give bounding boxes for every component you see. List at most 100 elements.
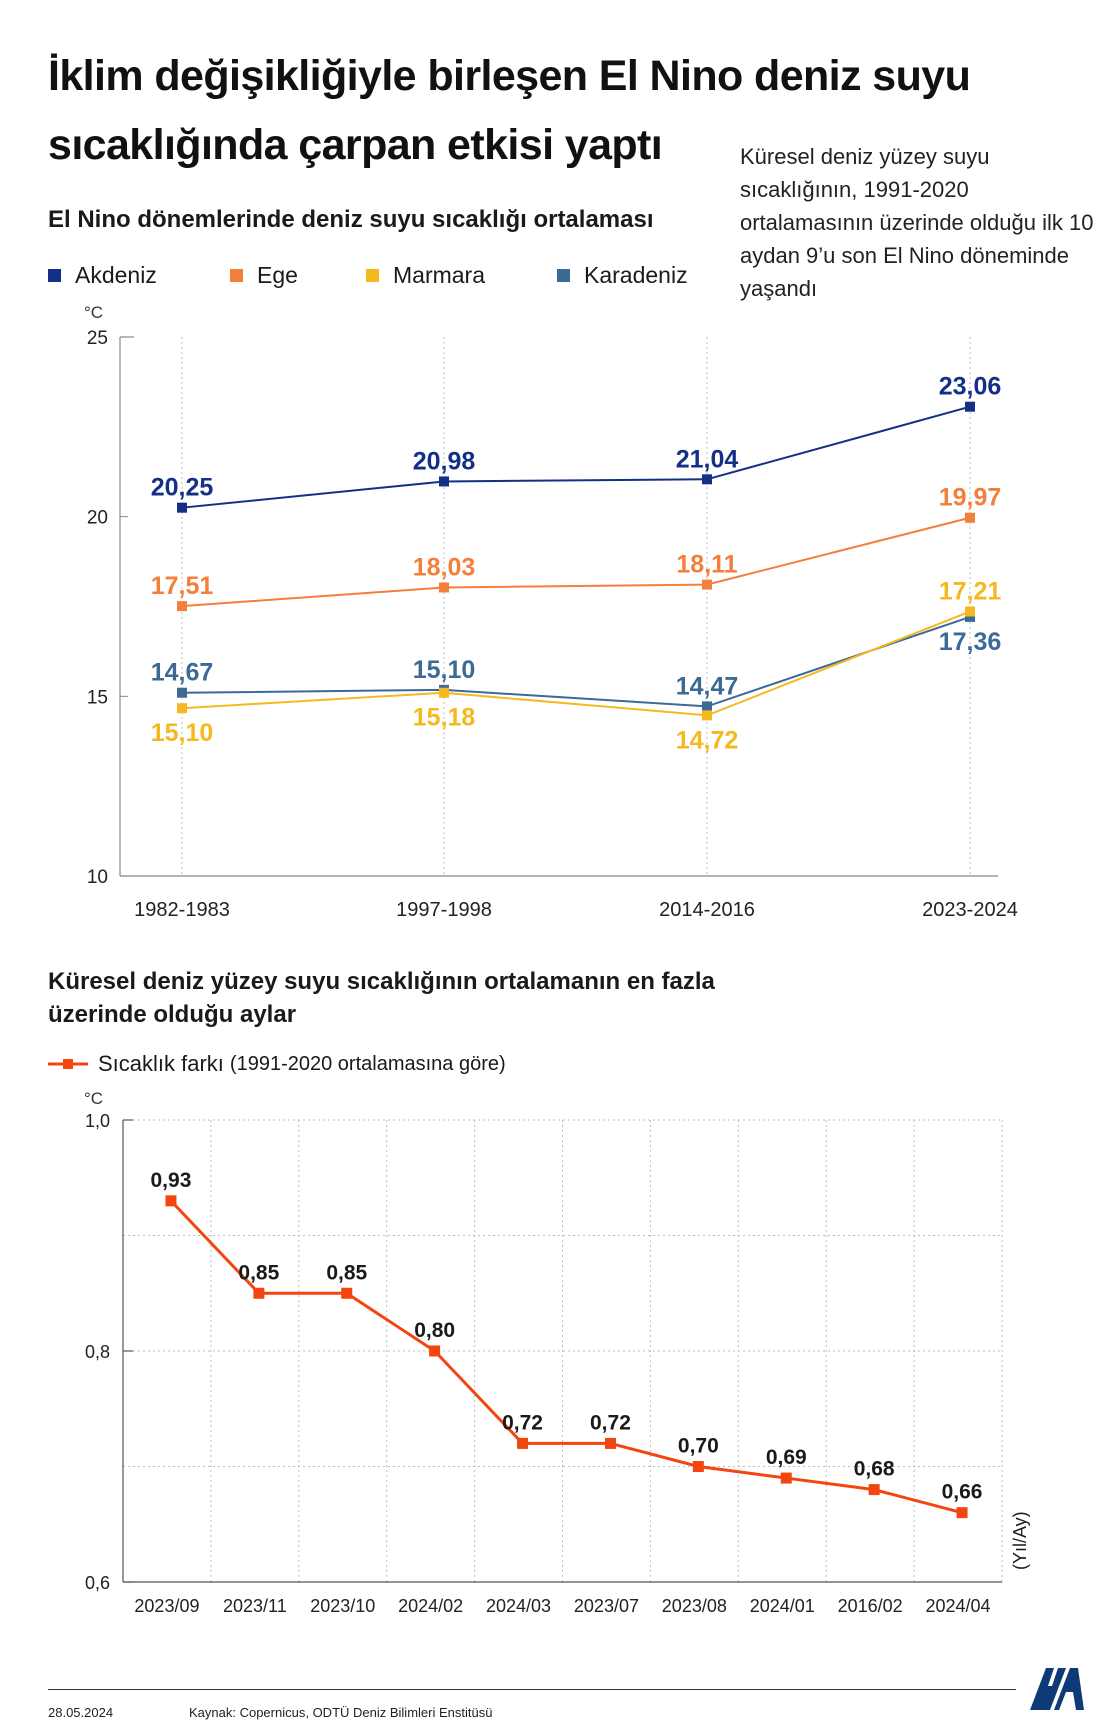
series-line-marmara [181, 610, 971, 717]
footer-date: 28.05.2024 [48, 1705, 114, 1720]
data-point-akdeniz [702, 474, 712, 485]
data-point-ege [702, 579, 712, 590]
x-tick-label: 1997-1998 [396, 899, 492, 921]
data-label-akdeniz: 21,04 [676, 445, 739, 473]
data-label-ege: 18,11 [676, 551, 737, 579]
y-tick-label: 20 [87, 508, 108, 529]
data-point [341, 1287, 353, 1299]
chart1-legend-ege: Ege [230, 262, 298, 289]
y-axis-unit: °C [84, 303, 103, 322]
y-tick-label: 10 [87, 867, 108, 888]
side-note: Küresel deniz yüzey suyu sıcaklığının, 1… [740, 144, 1094, 301]
legend-label: Sıcaklık farkı [98, 1051, 224, 1076]
data-label-karadeniz: 14,47 [676, 672, 739, 700]
chart1-legend-karadeniz: Karadeniz [557, 262, 688, 289]
data-point-akdeniz [439, 476, 449, 487]
data-point-ege [439, 582, 449, 593]
data-point-ege [177, 601, 187, 612]
data-label: 0,72 [502, 1411, 543, 1434]
legend-label: Karadeniz [584, 262, 688, 288]
series-line-sicaklik-farki [169, 1199, 963, 1515]
data-label-akdeniz: 20,98 [413, 447, 476, 475]
legend-line-marker [48, 1059, 88, 1069]
x-tick-label: 2023/08 [662, 1596, 727, 1616]
data-point [956, 1507, 968, 1519]
chart2-legend: Sıcaklık farkı (1991-2020 ortalamasına g… [48, 1051, 506, 1077]
x-tick-label: 2024/01 [750, 1596, 815, 1616]
data-label: 0,66 [942, 1481, 983, 1504]
headline-line-2: sıcaklığında çarpan etkisi yaptı [48, 120, 663, 169]
chart1-legend-marmara: Marmara [366, 262, 485, 289]
data-point-marmara [177, 703, 187, 714]
legend-swatch [366, 269, 379, 282]
data-point [165, 1195, 177, 1207]
data-point-marmara [439, 687, 449, 698]
y-tick-label: 25 [87, 328, 108, 349]
chart2-plot: °C 0,6 0,8 1,0 2023/09 2023/11 2023/10 2024/02 2… [84, 1089, 1030, 1616]
chart1-legend-akdeniz: Akdeniz [48, 262, 157, 289]
x-tick-label: 2016/02 [838, 1596, 903, 1616]
data-label: 0,70 [678, 1435, 719, 1458]
legend-label: Marmara [393, 262, 486, 288]
data-point-akdeniz [965, 401, 975, 412]
chart1-title: El Nino dönemlerinde deniz suyu sıcaklığ… [48, 206, 654, 233]
data-point-akdeniz [177, 502, 187, 513]
data-point [692, 1461, 704, 1472]
x-tick-label: 2023-2024 [922, 899, 1018, 921]
x-tick-label: 2023/09 [134, 1596, 199, 1616]
data-label-marmara: 15,10 [151, 719, 214, 747]
data-label: 0,68 [854, 1458, 895, 1481]
chart1-plot: °C 10 15 20 25 1982-1983 1997-1998 2014-2016 202… [84, 303, 1018, 921]
series-line-karadeniz [181, 615, 971, 708]
series-line-akdeniz [181, 405, 971, 509]
data-point [253, 1287, 265, 1299]
legend-swatch [230, 269, 243, 282]
data-point [868, 1484, 880, 1496]
data-label-karadeniz: 15,10 [413, 656, 476, 684]
y-tick-label: 1,0 [85, 1111, 110, 1131]
data-label: 0,72 [590, 1411, 631, 1434]
x-tick-label: 2014-2016 [659, 899, 755, 921]
data-label-karadeniz: 17,36 [939, 628, 1002, 656]
data-label-karadeniz: 14,67 [151, 659, 214, 687]
legend-label: Ege [257, 262, 298, 288]
x-tick-label: 2023/07 [574, 1596, 639, 1616]
y-tick-label: 0,6 [85, 1573, 110, 1593]
data-label-akdeniz: 23,06 [939, 373, 1002, 401]
data-label: 0,85 [238, 1261, 279, 1284]
footer-source: Kaynak: Copernicus, ODTÜ Deniz Bilimleri… [189, 1705, 493, 1720]
aa-logo-text: AA [1034, 1716, 1036, 1718]
y-tick-label: 0,8 [85, 1342, 110, 1362]
legend-label: Akdeniz [75, 262, 157, 288]
aa-logo: AA [1030, 1668, 1084, 1718]
footer-divider [48, 1689, 1016, 1690]
x-tick-label: 2024/03 [486, 1596, 551, 1616]
data-label-marmara: 17,21 [939, 578, 1002, 606]
y-axis-unit: °C [84, 1089, 103, 1108]
data-label: 0,85 [326, 1261, 367, 1284]
x-tick-label: 1982-1983 [134, 899, 230, 921]
data-point-marmara [965, 606, 975, 617]
legend-swatch [557, 269, 570, 282]
x-tick-label: 2023/10 [310, 1596, 375, 1616]
chart2-title: Küresel deniz yüzey suyu sıcaklığının or… [48, 968, 715, 1028]
data-label-ege: 18,03 [413, 553, 476, 581]
data-label-marmara: 15,18 [413, 704, 476, 732]
headline: İklim değişikliğiyle birleşen El Nino de… [48, 42, 1048, 180]
data-label: 0,80 [414, 1319, 455, 1342]
data-label-ege: 19,97 [939, 484, 1002, 512]
legend-swatch [48, 269, 61, 282]
series-line-ege [181, 516, 971, 608]
data-point-marmara [702, 710, 712, 721]
x-tick-label: 2023/11 [223, 1596, 287, 1616]
data-label: 0,69 [766, 1446, 807, 1469]
data-label-ege: 17,51 [151, 572, 214, 600]
data-point-karadeniz [965, 611, 975, 622]
data-point [604, 1437, 616, 1449]
legend-note: (1991-2020 ortalamasına göre) [229, 1052, 506, 1075]
data-label-akdeniz: 20,25 [151, 474, 214, 502]
x-tick-label: 2024/04 [926, 1596, 991, 1616]
data-point-ege [965, 512, 975, 523]
data-point-karadeniz [702, 701, 712, 712]
data-point [780, 1472, 792, 1484]
